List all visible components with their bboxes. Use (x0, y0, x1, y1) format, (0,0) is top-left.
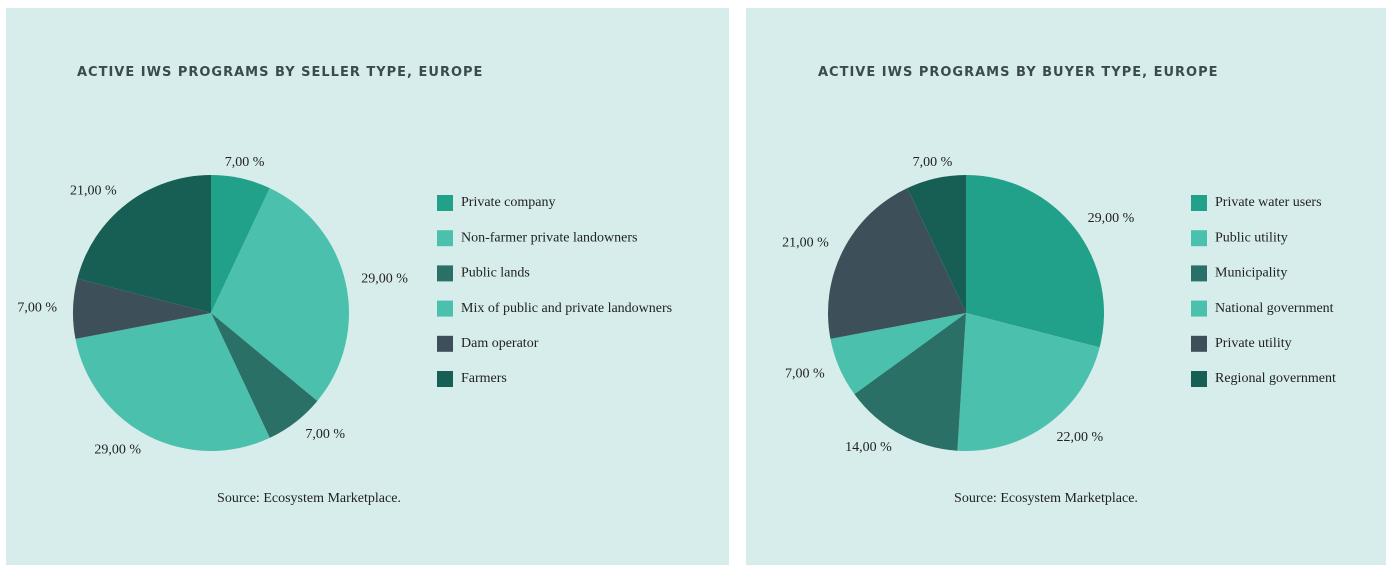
data-label: 29,00 % (94, 442, 141, 457)
pie-slice (907, 175, 966, 313)
legend-swatch (1191, 265, 1207, 282)
legend-label: Public lands (461, 266, 530, 281)
legend-label: Farmers (461, 371, 507, 386)
pie-slice (830, 313, 966, 395)
legend-swatch (1191, 300, 1207, 317)
data-label: 14,00 % (845, 440, 892, 455)
pie-slice (827, 188, 966, 339)
pie-slice (211, 175, 270, 313)
legend-label: Public utility (1215, 230, 1288, 245)
chart-title: ACTIVE IWS PROGRAMS BY BUYER TYPE, EUROP… (818, 65, 1219, 80)
legend-label: National government (1215, 301, 1334, 316)
chart-title: ACTIVE IWS PROGRAMS BY SELLER TYPE, EURO… (77, 65, 483, 80)
source: Source: Ecosystem Marketplace. (954, 491, 1138, 506)
legend-label: Mix of public and private landowners (461, 301, 672, 316)
legend-swatch (437, 371, 453, 387)
data-label: 7,00 % (785, 366, 825, 381)
legend-label: Private company (461, 195, 555, 210)
legend-swatch (1191, 371, 1207, 387)
data-label: 29,00 % (361, 272, 408, 287)
data-label: 7,00 % (17, 300, 57, 315)
pie-slice (73, 278, 212, 339)
data-label: 7,00 % (913, 155, 953, 170)
data-label: 7,00 % (305, 427, 345, 442)
legend-swatch (437, 300, 453, 317)
legend-label: Municipality (1215, 266, 1287, 281)
legend-swatch (437, 335, 453, 352)
pie-slice (854, 313, 966, 451)
data-label: 21,00 % (782, 235, 829, 250)
data-label: 7,00 % (225, 155, 265, 170)
legend-label: Regional government (1215, 371, 1336, 386)
pie-slice (957, 313, 1100, 451)
pie-slice (211, 313, 318, 438)
legend-label: Private water users (1215, 195, 1322, 210)
legend-label: Non-farmer private landowners (461, 230, 637, 245)
pie-slice (77, 175, 211, 313)
data-label: 29,00 % (1088, 211, 1135, 226)
legend-label: Private utility (1215, 336, 1292, 351)
source: Source: Ecosystem Marketplace. (217, 491, 401, 506)
pie-slice (211, 188, 350, 401)
data-label: 21,00 % (70, 184, 117, 199)
legend-label: Dam operator (461, 336, 539, 351)
legend-swatch (437, 230, 453, 247)
legend-swatch (1191, 230, 1207, 247)
legend-swatch (1191, 335, 1207, 352)
data-label: 22,00 % (1057, 430, 1104, 445)
legend-swatch (437, 265, 453, 282)
pie-slice (966, 175, 1104, 348)
pie-slice (75, 313, 270, 451)
legend-swatch (1191, 195, 1207, 211)
legend-swatch (437, 195, 453, 211)
